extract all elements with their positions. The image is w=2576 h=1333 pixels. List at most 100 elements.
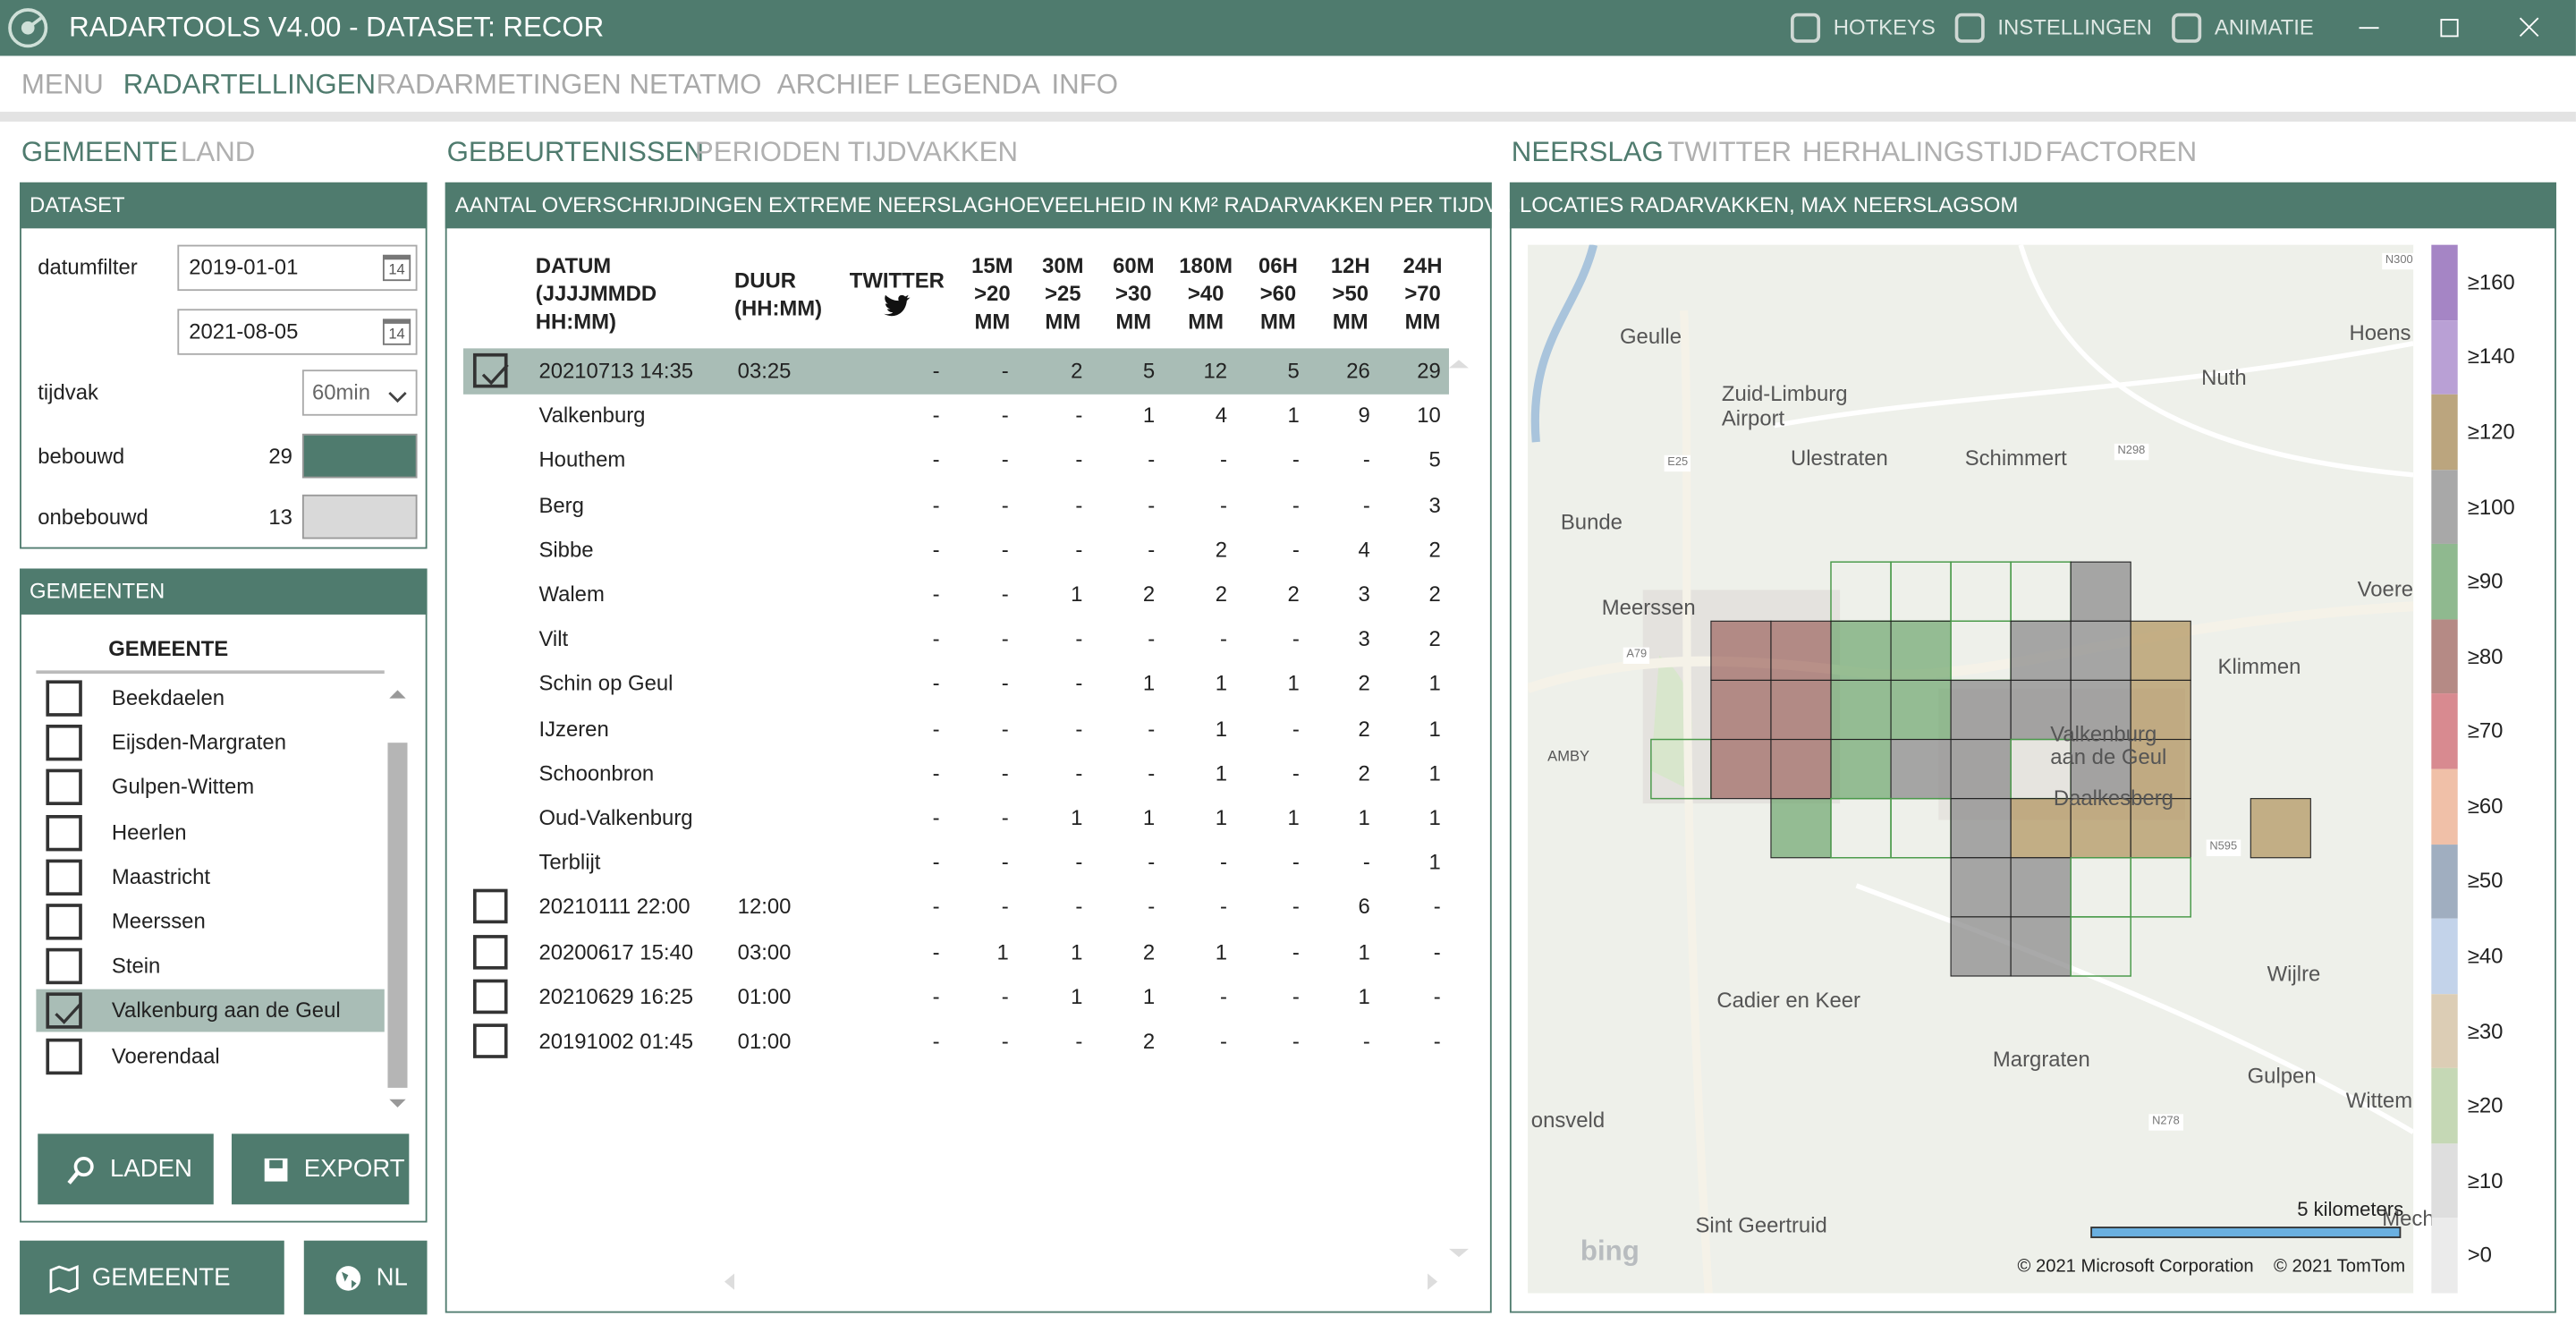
checkbox[interactable] (46, 814, 82, 851)
color-swatch[interactable] (301, 494, 418, 539)
checkbox[interactable] (472, 889, 508, 924)
color-swatch[interactable] (301, 433, 418, 479)
period-select[interactable] (301, 369, 418, 416)
event-value: 5 (1142, 358, 1156, 383)
checkbox[interactable] (46, 904, 82, 940)
button-label[interactable]: NL (376, 1262, 408, 1291)
tab[interactable]: NEERSLAG (1511, 136, 1664, 168)
radar-cell (1950, 857, 2012, 918)
checkbox[interactable] (46, 725, 82, 761)
column-header: 60M (1113, 252, 1155, 278)
event-label: Oud-Valkenburg (538, 804, 693, 830)
menu-item[interactable]: LEGENDA (906, 69, 1041, 101)
event-value: 1 (1287, 671, 1300, 696)
title-action[interactable]: HOTKEYS (1833, 14, 1936, 40)
tab[interactable]: GEBEURTENISSEN (446, 136, 705, 168)
button-label[interactable]: EXPORT (303, 1154, 405, 1183)
button-label[interactable]: LADEN (110, 1154, 192, 1183)
event-value: - (1148, 894, 1156, 920)
column-header: MM (1045, 309, 1081, 334)
checkbox[interactable] (472, 979, 508, 1014)
legend-swatch (2431, 619, 2458, 694)
menu-item[interactable]: MENU (21, 69, 104, 101)
event-value: 29 (1417, 358, 1441, 383)
municipality-name: Eijsden-Margraten (111, 729, 286, 755)
municipality-name: Heerlen (111, 819, 187, 845)
event-value: 3 (1358, 582, 1370, 607)
tab[interactable]: TIJDVAKKEN (847, 136, 1019, 168)
legend-swatch (2431, 918, 2458, 994)
column-header: MM (1260, 309, 1296, 334)
place-label: Zuid-Limburg (1721, 381, 1848, 406)
tab[interactable]: FACTOREN (2045, 136, 2198, 168)
column-header: 24H (1402, 252, 1443, 278)
menu-item[interactable]: NETATMO (629, 69, 762, 101)
event-label: Sibbe (538, 537, 594, 562)
forest (1650, 655, 1692, 787)
button[interactable] (231, 1133, 410, 1205)
window-controls (2333, 0, 2576, 55)
column-header: >70 (1404, 281, 1441, 306)
menu-item[interactable]: INFO (1051, 69, 1119, 101)
checkbox[interactable] (46, 680, 82, 717)
checkbox[interactable] (472, 934, 508, 969)
radar-cell (1710, 620, 1772, 681)
event-label: Houthem (538, 447, 626, 472)
event-value: - (1075, 1028, 1083, 1054)
calendar-icon[interactable]: 14 (382, 254, 411, 282)
tab[interactable]: LAND (181, 136, 256, 168)
checkbox[interactable] (46, 769, 82, 806)
tab[interactable]: PERIODEN (694, 136, 842, 168)
event-value: 2 (1142, 582, 1156, 607)
road-label: A79 (1623, 647, 1650, 665)
calendar-icon[interactable]: 14 (382, 318, 411, 345)
event-value: 1 (1142, 403, 1156, 428)
radar-cell (1890, 620, 1952, 681)
scrollbar-track[interactable] (387, 743, 408, 1088)
radar-cell (1950, 916, 2012, 977)
date-input[interactable] (177, 309, 418, 355)
scroll-up (386, 680, 410, 699)
checkbox[interactable] (46, 993, 82, 1030)
event-value: - (1075, 537, 1083, 562)
date-input[interactable] (177, 244, 418, 292)
menu-item[interactable]: RADARMETINGEN (376, 69, 622, 101)
tab[interactable]: GEMEENTE (21, 136, 179, 168)
event-value: - (1001, 983, 1009, 1009)
checkbox[interactable] (472, 352, 509, 388)
checkbox[interactable] (46, 948, 82, 985)
tab[interactable]: HERHALINGSTIJD (1801, 136, 2043, 168)
event-value: 1 (1358, 938, 1370, 964)
event-value: - (1292, 983, 1300, 1009)
event-value: 3 (1428, 492, 1441, 517)
event-value: 2 (1215, 582, 1228, 607)
menu-item[interactable]: RADARTELLINGEN (123, 69, 377, 101)
checkbox[interactable] (46, 1038, 82, 1074)
button[interactable] (303, 1240, 428, 1315)
checkbox[interactable] (472, 1023, 508, 1058)
field-label: bebouwd (38, 443, 125, 469)
checkbox[interactable] (46, 859, 82, 896)
button[interactable] (38, 1133, 214, 1205)
event-value: 1 (1215, 804, 1228, 830)
event-value: - (1075, 716, 1083, 741)
title-bar (0, 0, 2576, 56)
event-value: - (1148, 537, 1156, 562)
title-action[interactable]: ANIMATIE (2214, 14, 2314, 40)
menu-item[interactable]: ARCHIEF (776, 69, 900, 101)
place-label: AMBY (1547, 747, 1590, 765)
selected-row[interactable] (462, 348, 1449, 395)
event-value: - (1292, 760, 1300, 785)
event-value: - (1433, 1028, 1441, 1054)
road (1855, 883, 2415, 1134)
tab[interactable]: TWITTER (1667, 136, 1792, 168)
button[interactable] (20, 1240, 284, 1315)
event-value: - (932, 447, 940, 472)
radar-cell (1830, 620, 1892, 681)
map[interactable] (1526, 243, 2415, 1294)
event-value: 1 (1287, 403, 1300, 428)
event-value: 2 (1358, 760, 1370, 785)
title-action[interactable]: INSTELLINGEN (1997, 14, 2152, 40)
event-value: - (932, 537, 940, 562)
button-label[interactable]: GEMEENTE (91, 1262, 231, 1291)
